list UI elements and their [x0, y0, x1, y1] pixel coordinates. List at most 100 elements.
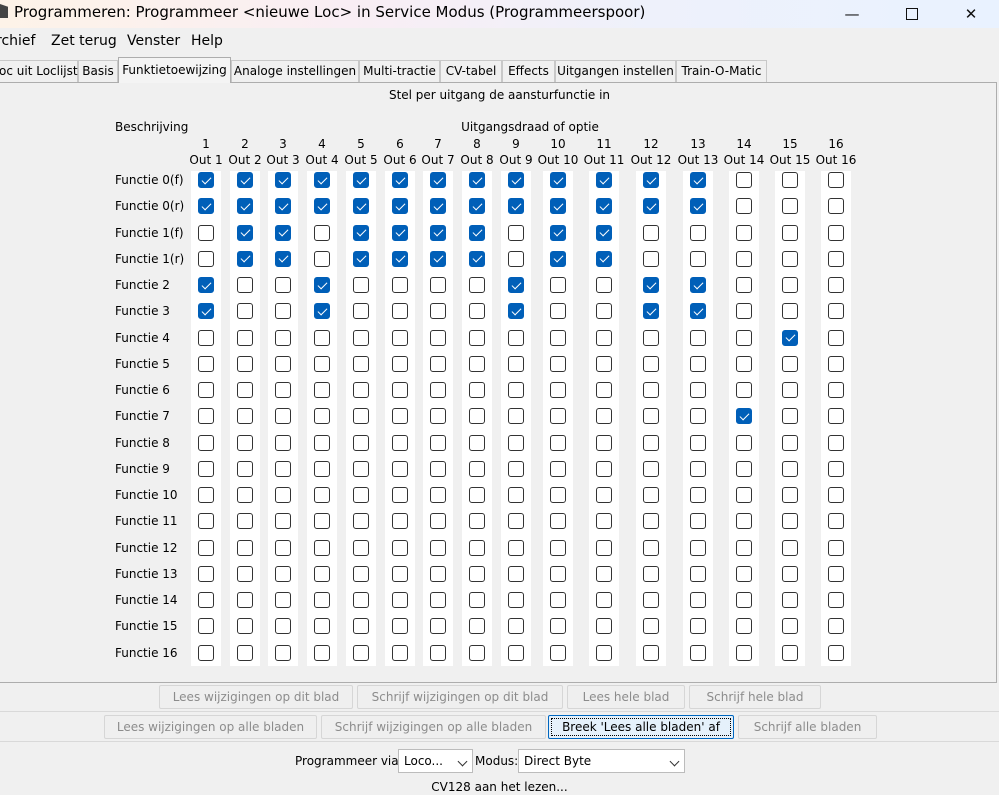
function-output-checkbox[interactable] — [508, 277, 524, 293]
abort-read-all-button[interactable]: Breek 'Lees alle bladen' af — [548, 715, 734, 739]
function-output-checkbox[interactable] — [314, 513, 330, 530]
function-output-checkbox[interactable] — [198, 277, 214, 293]
function-output-checkbox[interactable] — [198, 487, 214, 503]
function-output-checkbox[interactable] — [782, 172, 798, 188]
function-output-checkbox[interactable] — [430, 539, 446, 556]
function-output-checkbox[interactable] — [690, 172, 706, 188]
function-output-checkbox[interactable] — [550, 277, 566, 293]
function-output-checkbox[interactable] — [643, 172, 659, 188]
function-output-checkbox[interactable] — [508, 644, 524, 661]
function-output-checkbox[interactable] — [782, 487, 798, 503]
function-output-checkbox[interactable] — [828, 487, 844, 503]
function-output-checkbox[interactable] — [392, 329, 408, 346]
function-output-checkbox[interactable] — [828, 408, 844, 425]
function-output-checkbox[interactable] — [275, 644, 291, 661]
function-output-checkbox[interactable] — [314, 408, 330, 425]
function-output-checkbox[interactable] — [550, 198, 566, 215]
function-output-checkbox[interactable] — [550, 382, 566, 398]
function-output-checkbox[interactable] — [275, 198, 291, 215]
function-output-checkbox[interactable] — [782, 303, 798, 320]
function-output-checkbox[interactable] — [237, 592, 253, 608]
function-output-checkbox[interactable] — [508, 565, 524, 582]
function-output-checkbox[interactable] — [736, 408, 752, 425]
write-all-button[interactable]: Schrijf alle bladen — [738, 715, 877, 739]
function-output-checkbox[interactable] — [828, 224, 844, 241]
function-output-checkbox[interactable] — [314, 618, 330, 635]
function-output-checkbox[interactable] — [469, 513, 485, 530]
function-output-checkbox[interactable] — [596, 487, 612, 503]
function-output-checkbox[interactable] — [596, 277, 612, 293]
function-output-checkbox[interactable] — [736, 224, 752, 241]
function-output-checkbox[interactable] — [198, 460, 214, 477]
function-output-checkbox[interactable] — [596, 434, 612, 451]
function-output-checkbox[interactable] — [550, 460, 566, 477]
menu-help[interactable]: Help — [191, 33, 223, 49]
function-output-checkbox[interactable] — [198, 250, 214, 267]
function-output-checkbox[interactable] — [353, 250, 369, 267]
function-output-checkbox[interactable] — [275, 434, 291, 451]
function-output-checkbox[interactable] — [690, 329, 706, 346]
write-changes-all-button[interactable]: Schrijf wijzigingen op alle bladen — [321, 715, 546, 739]
write-changes-sheet-button[interactable]: Schrijf wijzigingen op dit blad — [357, 685, 563, 709]
function-output-checkbox[interactable] — [736, 565, 752, 582]
function-output-checkbox[interactable] — [596, 644, 612, 661]
function-output-checkbox[interactable] — [275, 592, 291, 608]
function-output-checkbox[interactable] — [690, 382, 706, 398]
function-output-checkbox[interactable] — [237, 355, 253, 372]
function-output-checkbox[interactable] — [198, 224, 214, 241]
function-output-checkbox[interactable] — [469, 618, 485, 635]
function-output-checkbox[interactable] — [353, 382, 369, 398]
function-output-checkbox[interactable] — [469, 329, 485, 346]
function-output-checkbox[interactable] — [353, 198, 369, 215]
function-output-checkbox[interactable] — [550, 329, 566, 346]
function-output-checkbox[interactable] — [275, 460, 291, 477]
function-output-checkbox[interactable] — [782, 460, 798, 477]
function-output-checkbox[interactable] — [736, 487, 752, 503]
function-output-checkbox[interactable] — [643, 355, 659, 372]
function-output-checkbox[interactable] — [353, 355, 369, 372]
menu-venster[interactable]: Venster — [127, 33, 181, 49]
function-output-checkbox[interactable] — [690, 592, 706, 608]
function-output-checkbox[interactable] — [392, 460, 408, 477]
function-output-checkbox[interactable] — [508, 592, 524, 608]
function-output-checkbox[interactable] — [508, 198, 524, 215]
tab-analoge-instellingen[interactable]: Analoge instellingen — [231, 60, 359, 82]
function-output-checkbox[interactable] — [237, 303, 253, 320]
function-output-checkbox[interactable] — [469, 198, 485, 215]
function-output-checkbox[interactable] — [198, 644, 214, 661]
function-output-checkbox[interactable] — [392, 250, 408, 267]
function-output-checkbox[interactable] — [643, 382, 659, 398]
tab-loc-uit-loclijst[interactable]: oc uit Loclijst — [0, 60, 78, 82]
function-output-checkbox[interactable] — [828, 539, 844, 556]
function-output-checkbox[interactable] — [430, 277, 446, 293]
function-output-checkbox[interactable] — [392, 644, 408, 661]
function-output-checkbox[interactable] — [237, 513, 253, 530]
function-output-checkbox[interactable] — [392, 277, 408, 293]
function-output-checkbox[interactable] — [596, 355, 612, 372]
function-output-checkbox[interactable] — [469, 434, 485, 451]
function-output-checkbox[interactable] — [782, 434, 798, 451]
function-output-checkbox[interactable] — [353, 565, 369, 582]
function-output-checkbox[interactable] — [690, 487, 706, 503]
function-output-checkbox[interactable] — [237, 539, 253, 556]
function-output-checkbox[interactable] — [275, 487, 291, 503]
function-output-checkbox[interactable] — [643, 618, 659, 635]
function-output-checkbox[interactable] — [198, 303, 214, 320]
function-output-checkbox[interactable] — [353, 618, 369, 635]
function-output-checkbox[interactable] — [353, 277, 369, 293]
function-output-checkbox[interactable] — [275, 618, 291, 635]
read-changes-all-button[interactable]: Lees wijzigingen op alle bladen — [104, 715, 317, 739]
function-output-checkbox[interactable] — [596, 250, 612, 267]
function-output-checkbox[interactable] — [353, 408, 369, 425]
function-output-checkbox[interactable] — [237, 565, 253, 582]
function-output-checkbox[interactable] — [469, 250, 485, 267]
function-output-checkbox[interactable] — [430, 303, 446, 320]
function-output-checkbox[interactable] — [314, 565, 330, 582]
function-output-checkbox[interactable] — [550, 355, 566, 372]
function-output-checkbox[interactable] — [828, 172, 844, 188]
function-output-checkbox[interactable] — [736, 172, 752, 188]
function-output-checkbox[interactable] — [275, 355, 291, 372]
function-output-checkbox[interactable] — [550, 618, 566, 635]
function-output-checkbox[interactable] — [690, 303, 706, 320]
function-output-checkbox[interactable] — [596, 460, 612, 477]
